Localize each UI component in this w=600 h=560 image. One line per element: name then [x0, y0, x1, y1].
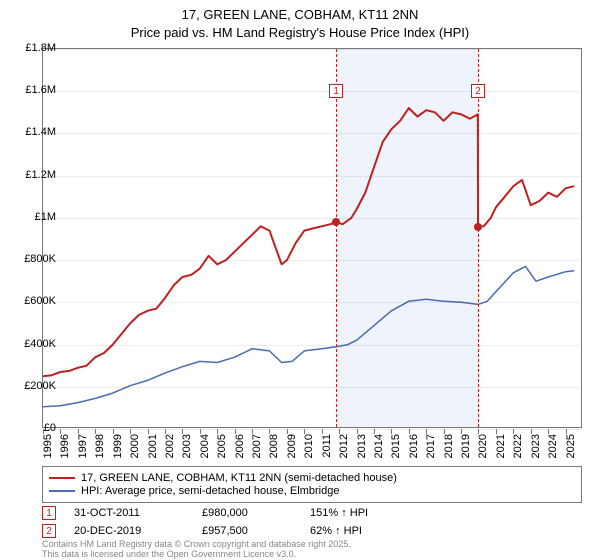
x-axis-label: 2011: [321, 434, 333, 474]
y-axis-label: £400K: [14, 338, 56, 350]
gridline: [43, 345, 581, 346]
gridline: [43, 260, 581, 261]
x-axis-label: 2009: [286, 434, 298, 474]
legend-label: HPI: Average price, semi-detached house,…: [81, 485, 339, 497]
gridline: [43, 49, 581, 50]
chart-container: 17, GREEN LANE, COBHAM, KT11 2NN Price p…: [0, 0, 600, 560]
gridline: [43, 387, 581, 388]
x-axis-label: 2000: [129, 434, 141, 474]
sale-marker-icon: 1: [42, 506, 56, 520]
y-axis-label: £1.4M: [14, 126, 56, 138]
x-axis-label: 2022: [512, 434, 524, 474]
sale-marker-icon: 1: [329, 84, 343, 98]
sale-delta: 151% ↑ HPI: [310, 507, 420, 519]
gridline: [43, 133, 581, 134]
x-axis-label: 2025: [565, 434, 577, 474]
y-axis-label: £1.6M: [14, 84, 56, 96]
sale-vline: [336, 49, 337, 427]
legend-swatch: [49, 490, 75, 492]
plot-area: 12: [42, 48, 582, 428]
y-axis-label: £1.8M: [14, 42, 56, 54]
sale-vline: [478, 49, 479, 427]
x-axis-label: 2014: [373, 434, 385, 474]
x-axis-label: 2024: [547, 434, 559, 474]
y-axis-label: £0: [14, 422, 56, 434]
gridline: [43, 218, 581, 219]
x-axis-label: 2021: [495, 434, 507, 474]
x-axis-label: 1995: [42, 434, 54, 474]
x-axis-label: 2007: [251, 434, 263, 474]
gridline: [43, 302, 581, 303]
x-axis-label: 1999: [112, 434, 124, 474]
x-axis-label: 2012: [338, 434, 350, 474]
x-axis-label: 2023: [530, 434, 542, 474]
gridline: [43, 429, 581, 430]
x-axis-label: 2013: [356, 434, 368, 474]
sale-marker-icon: 2: [42, 524, 56, 538]
sale-dot: [332, 218, 340, 226]
y-axis-label: £600K: [14, 295, 56, 307]
x-axis-label: 2016: [408, 434, 420, 474]
x-axis-label: 2010: [303, 434, 315, 474]
sale-price: £980,000: [202, 507, 292, 519]
x-axis-label: 1996: [59, 434, 71, 474]
legend-swatch: [49, 477, 75, 479]
gridline: [43, 91, 581, 92]
x-axis-label: 2020: [477, 434, 489, 474]
y-axis-label: £200K: [14, 380, 56, 392]
x-axis-label: 2001: [147, 434, 159, 474]
legend-item: HPI: Average price, semi-detached house,…: [49, 485, 575, 497]
x-axis-label: 2018: [443, 434, 455, 474]
x-axis-label: 2015: [390, 434, 402, 474]
x-axis-label: 2002: [164, 434, 176, 474]
y-axis-label: £1M: [14, 211, 56, 223]
sale-dot: [474, 223, 482, 231]
sale-date: 20-DEC-2019: [74, 525, 184, 537]
line-layer: [43, 49, 583, 429]
title-line-2: Price paid vs. HM Land Registry's House …: [0, 24, 600, 42]
chart-title-block: 17, GREEN LANE, COBHAM, KT11 2NN Price p…: [0, 0, 600, 41]
y-axis-label: £1.2M: [14, 169, 56, 181]
sale-date: 31-OCT-2011: [74, 507, 184, 519]
x-axis-label: 1998: [94, 434, 106, 474]
sale-price: £957,500: [202, 525, 292, 537]
series-price_paid: [43, 108, 574, 376]
sale-marker-icon: 2: [471, 84, 485, 98]
x-axis-label: 2004: [199, 434, 211, 474]
x-axis-label: 2003: [181, 434, 193, 474]
x-axis-label: 2008: [268, 434, 280, 474]
x-axis-label: 2019: [460, 434, 472, 474]
x-axis-label: 2017: [425, 434, 437, 474]
sales-table: 1 31-OCT-2011 £980,000 151% ↑ HPI 2 20-D…: [42, 504, 420, 540]
sale-row: 1 31-OCT-2011 £980,000 151% ↑ HPI: [42, 504, 420, 522]
series-hpi: [43, 266, 574, 406]
gridline: [43, 176, 581, 177]
x-axis-label: 2006: [234, 434, 246, 474]
footer-line-2: This data is licensed under the Open Gov…: [42, 550, 351, 560]
x-axis-label: 1997: [77, 434, 89, 474]
sale-row: 2 20-DEC-2019 £957,500 62% ↑ HPI: [42, 522, 420, 540]
y-axis-label: £800K: [14, 253, 56, 265]
x-axis-label: 2005: [216, 434, 228, 474]
title-line-1: 17, GREEN LANE, COBHAM, KT11 2NN: [0, 6, 600, 24]
sale-delta: 62% ↑ HPI: [310, 525, 420, 537]
attribution: Contains HM Land Registry data © Crown c…: [42, 540, 351, 560]
